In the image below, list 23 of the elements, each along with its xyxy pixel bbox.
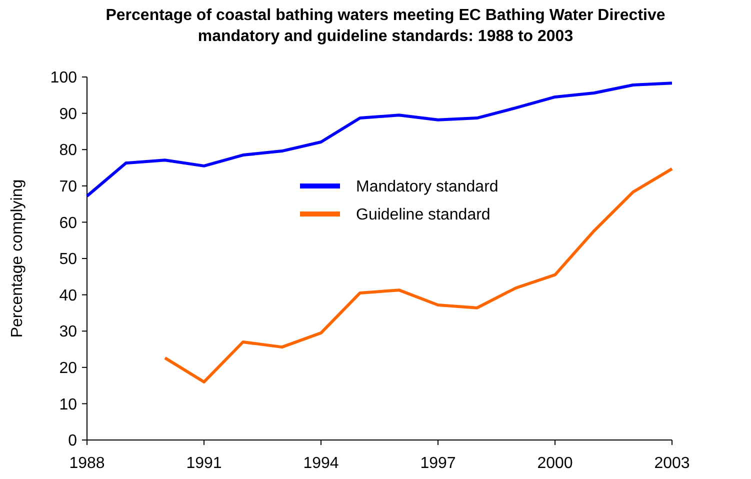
y-axis-title: Percentage complying: [9, 179, 26, 338]
x-tick-label: 1991: [186, 455, 222, 472]
x-tick-label: 1994: [303, 455, 339, 472]
x-tick-label: 1988: [69, 455, 105, 472]
y-tick-label: 70: [59, 178, 78, 196]
y-tick-label: 90: [59, 106, 78, 123]
x-tick-label: 1997: [420, 455, 456, 472]
x-tick-label: 2000: [537, 455, 573, 472]
y-tick-label: 30: [59, 324, 78, 341]
legend-label: Guideline standard: [356, 206, 490, 224]
line-series: [164, 167, 674, 384]
x-tick-label: 2003: [654, 455, 690, 472]
y-tick-label: 10: [59, 396, 78, 414]
y-tick-label: 0: [68, 432, 78, 450]
y-tick-label: 60: [59, 214, 78, 232]
y-tick-label: 20: [59, 360, 78, 377]
y-tick-label: 80: [59, 142, 78, 160]
chart-title: Percentage of coastal bathing waters meeting EC Bathing Water Directive mandatory and guideline standards: 1988 to 2003: [106, 7, 666, 45]
y-tick-label: 100: [50, 70, 78, 87]
y-tick-label: 40: [59, 287, 78, 304]
line-series: [86, 82, 674, 198]
y-tick-label: 50: [59, 251, 78, 268]
legend-label: Mandatory standard: [356, 178, 498, 196]
